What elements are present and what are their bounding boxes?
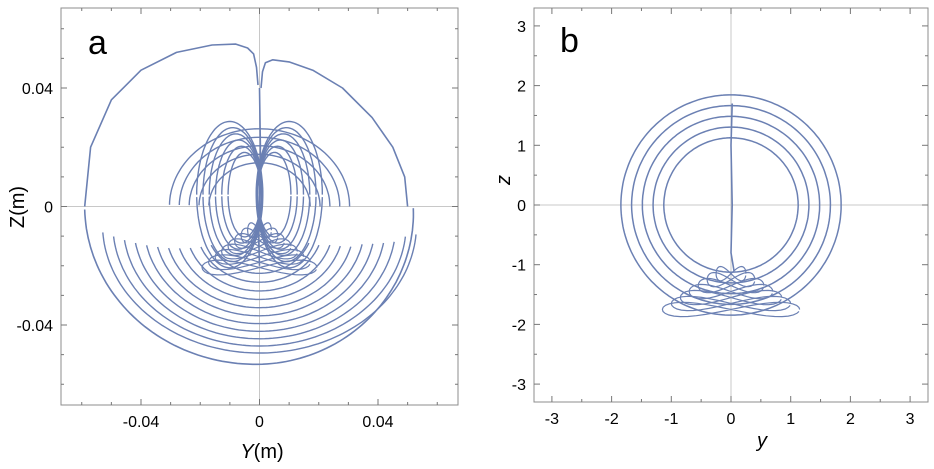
trajectory-a <box>83 43 417 366</box>
y-tick-label: 2 <box>517 79 526 96</box>
tick-marks-b <box>534 8 928 402</box>
trajectory-tangle <box>697 277 765 294</box>
trajectory-tangle <box>207 254 312 271</box>
trajectory-loop <box>630 104 832 306</box>
x-tick-labels-a: -0.04 0 0.04 <box>123 414 394 431</box>
x-tick-label: 3 <box>906 411 915 428</box>
trajectory-tangle <box>240 227 279 244</box>
trajectory-lower-arc <box>134 242 385 332</box>
trajectory-outer-arc <box>83 208 415 366</box>
trajectory-lower-arc <box>200 244 320 283</box>
origin-axes-b <box>534 8 928 402</box>
trajectory-lower-arc <box>189 244 331 292</box>
x-tick-label: -1 <box>664 411 678 428</box>
tick-marks-a <box>61 8 458 405</box>
x-axis-label-var-a: Y <box>240 441 255 463</box>
trajectory-tangle <box>679 289 783 306</box>
y-tick-label: 0 <box>44 200 53 217</box>
y-tick-label: -2 <box>512 317 526 334</box>
trajectory-lower-arc <box>156 244 363 317</box>
y-tick-label: 1 <box>517 138 526 155</box>
trajectory-lower-arc <box>123 239 395 340</box>
trajectory-tangle <box>227 238 292 255</box>
trajectory-lower-arc <box>112 236 407 347</box>
trajectory-arc <box>83 43 259 207</box>
x-tick-labels-b: -3 -2 -1 0 1 2 3 <box>545 411 915 428</box>
trajectory-tangle <box>661 301 801 318</box>
trajectory-loop <box>620 94 842 316</box>
panel-letter-b: b <box>560 22 579 60</box>
panel-letter-a: a <box>88 24 107 62</box>
x-tick-label: 2 <box>846 411 855 428</box>
y-tick-label: 0.04 <box>22 81 53 98</box>
trajectory-tangle <box>715 265 747 282</box>
y-tick-label: -3 <box>512 377 526 394</box>
x-axis-label-b: y <box>755 430 768 452</box>
trajectory-tangle <box>214 248 305 265</box>
trajectory-tangle <box>706 271 756 288</box>
trajectory-tangle <box>670 295 792 312</box>
trajectory-stem <box>730 103 735 271</box>
x-tick-label: 0 <box>255 414 264 431</box>
y-tick-label: 0 <box>517 198 526 215</box>
trajectory-arc <box>260 59 409 207</box>
panel-a: -0.04 0 0.04 0.04 0 -0.04 a Y(m) Z(m) <box>7 7 459 463</box>
trajectory-tangle <box>201 259 318 276</box>
y-tick-label: -1 <box>512 258 526 275</box>
x-tick-label: -2 <box>604 411 618 428</box>
y-tick-label: -0.04 <box>17 318 54 335</box>
trajectory-lower-arc <box>167 246 352 309</box>
x-axis-label-unit-a: (m) <box>254 441 284 463</box>
y-tick-label: 3 <box>517 19 526 36</box>
x-tick-label: 0 <box>727 411 736 428</box>
y-axis-label-a: Z(m) <box>7 186 29 228</box>
panel-b: -3 -2 -1 0 1 2 3 3 2 1 0 -1 -2 -3 b y z <box>493 7 929 452</box>
trajectory-tangle <box>688 283 774 300</box>
x-tick-label: 0.04 <box>362 414 393 431</box>
trajectory-loop <box>641 115 821 295</box>
x-axis-label-a: Y(m) <box>240 441 283 463</box>
y-tick-labels-a: 0.04 0 -0.04 <box>17 81 54 335</box>
trajectory-lower-arc <box>102 232 417 354</box>
x-tick-label: -3 <box>545 411 559 428</box>
trajectory-tangle <box>233 232 285 249</box>
trajectory-b <box>620 94 842 318</box>
trajectory-tangle <box>246 222 272 239</box>
trajectory-lower-arc <box>145 243 374 325</box>
x-tick-label: 1 <box>786 411 795 428</box>
trajectory-loop <box>652 126 810 284</box>
y-tick-labels-b: 3 2 1 0 -1 -2 -3 <box>512 19 526 394</box>
trajectory-tangle <box>220 243 298 260</box>
y-axis-label-b: z <box>493 175 515 186</box>
trajectory-loop <box>663 137 799 273</box>
x-tick-label: -0.04 <box>123 414 160 431</box>
trajectory-lower-arc <box>178 245 341 301</box>
